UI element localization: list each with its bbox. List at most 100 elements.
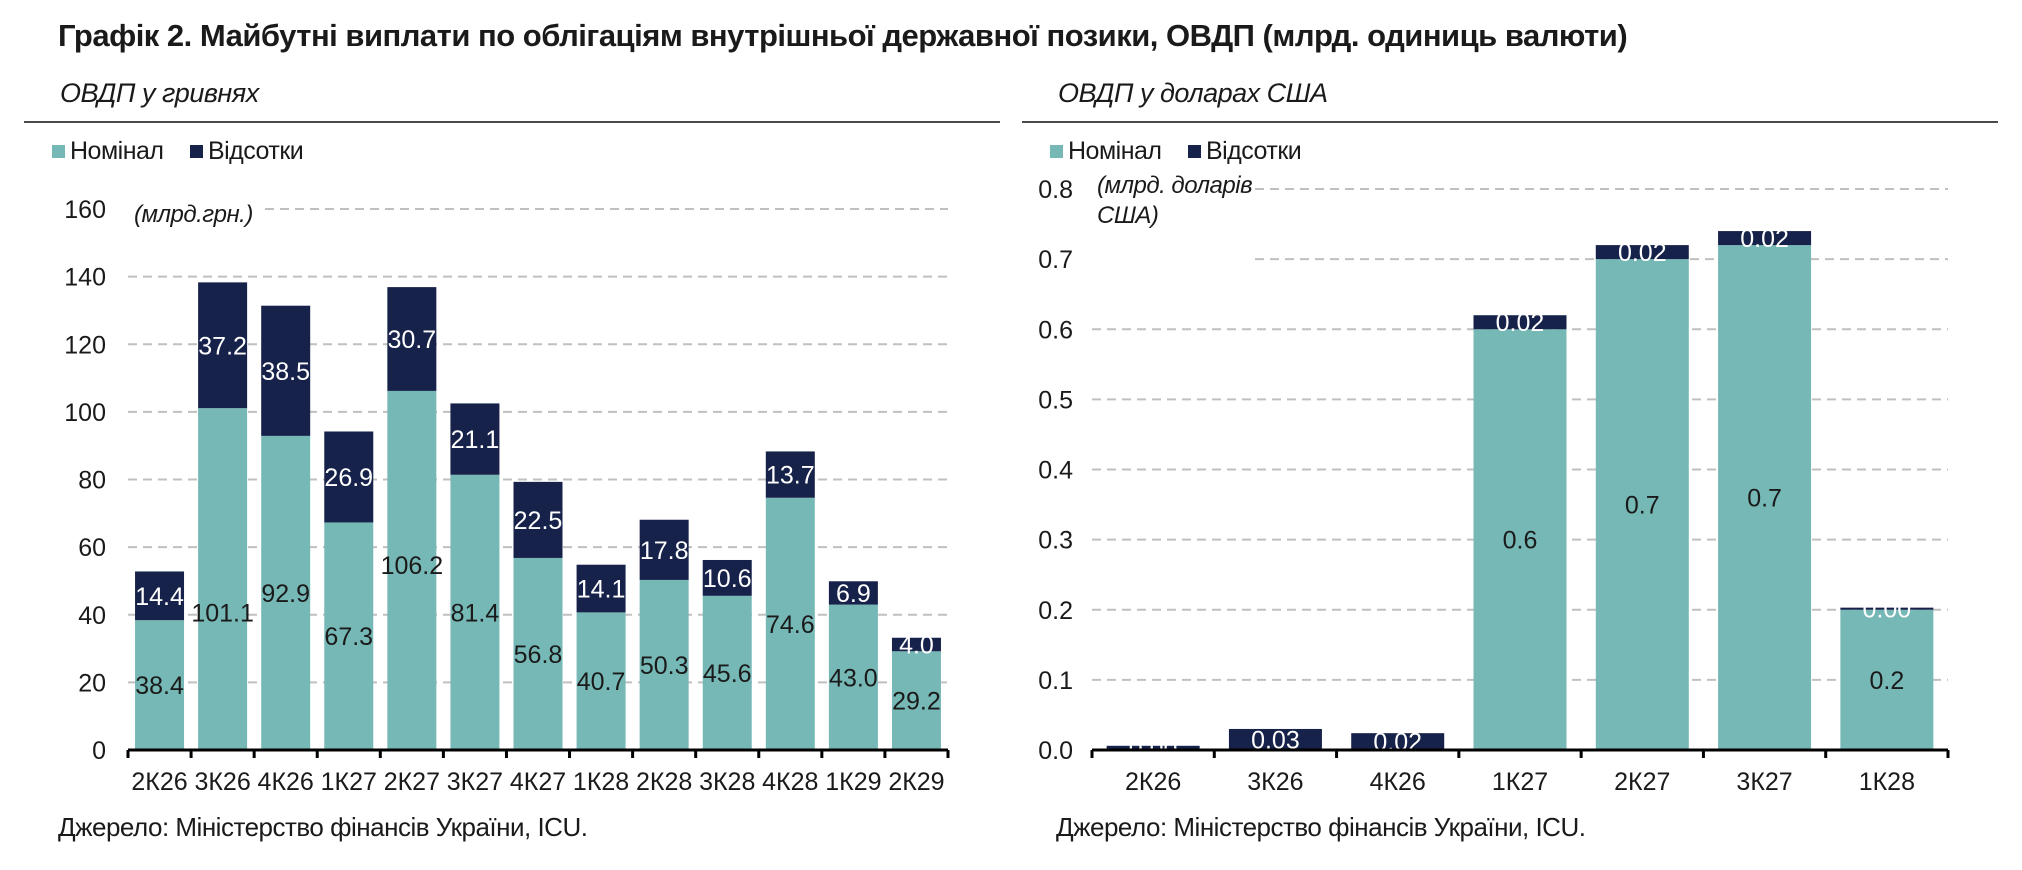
y-tick-label: 140 bbox=[64, 264, 106, 292]
x-tick-label: 2К26 bbox=[1125, 768, 1181, 796]
y-tick-label: 40 bbox=[78, 602, 106, 630]
bar-interest bbox=[1718, 231, 1812, 246]
data-label-interest: 10.6 bbox=[703, 565, 752, 593]
right-panel-divider bbox=[1022, 121, 1998, 123]
data-label-nominal: 38.4 bbox=[135, 672, 184, 700]
right-unit-note-line2: США) bbox=[1097, 202, 1159, 229]
right-source-note: Джерело: Міністерство фінансів України, … bbox=[1056, 812, 1586, 842]
bar-interest bbox=[198, 282, 248, 409]
data-label-nominal: 74.6 bbox=[766, 611, 815, 639]
data-label-interest: 22.5 bbox=[514, 507, 563, 535]
legend-item-nominal: Номінал bbox=[1050, 137, 1162, 166]
bar-interest bbox=[450, 403, 500, 475]
data-label-nominal: 40.7 bbox=[577, 668, 626, 696]
legend-label-interest: Відсотки bbox=[1205, 137, 1302, 165]
data-label-nominal: 0.7 bbox=[1625, 492, 1660, 520]
left-source-note: Джерело: Міністерство фінансів України, … bbox=[58, 812, 588, 842]
bar-interest bbox=[576, 564, 626, 613]
data-label-interest: 4.0 bbox=[899, 632, 934, 660]
x-tick-label: 4К26 bbox=[1370, 768, 1426, 796]
data-label-interest: 21.1 bbox=[451, 426, 500, 454]
data-label-interest: 26.9 bbox=[324, 464, 373, 492]
bar-interest bbox=[1228, 728, 1322, 750]
data-label-interest: 13.7 bbox=[766, 462, 815, 490]
bar-nominal bbox=[261, 435, 311, 750]
legend-item-nominal: Номінал bbox=[52, 137, 164, 166]
x-tick-label: 3К27 bbox=[447, 768, 503, 796]
x-tick-label: 1К27 bbox=[1492, 768, 1548, 796]
x-tick-label: 4К28 bbox=[762, 768, 818, 796]
data-label-interest: 14.1 bbox=[577, 576, 626, 604]
y-tick-label: 0.5 bbox=[1038, 386, 1073, 414]
x-tick-label: 2К28 bbox=[636, 768, 692, 796]
data-label-nominal: 0.6 bbox=[1503, 527, 1538, 555]
chart-title: Графік 2. Майбутні виплати по облігаціям… bbox=[58, 18, 1628, 53]
bar-interest bbox=[765, 451, 815, 498]
legend-swatch-nominal bbox=[1050, 145, 1063, 158]
bar-interest bbox=[1840, 607, 1934, 610]
y-tick-label: 0.3 bbox=[1038, 527, 1073, 555]
y-tick-label: 0.0 bbox=[1038, 737, 1073, 765]
bar-interest bbox=[513, 481, 563, 558]
bar-interest bbox=[1351, 733, 1445, 750]
legend-swatch-interest bbox=[1187, 145, 1201, 158]
left-panel-subtitle: ОВДП у гривнях bbox=[60, 78, 259, 108]
data-label-interest: 38.5 bbox=[261, 358, 310, 386]
bar-nominal bbox=[1595, 259, 1689, 750]
y-tick-label: 20 bbox=[78, 669, 106, 697]
chart-usd: 0.00.10.20.30.40.50.60.70.80.002К260.033… bbox=[1038, 176, 1950, 796]
data-label-interest: 0.00 bbox=[1863, 596, 1912, 624]
right-panel-subtitle: ОВДП у доларах США bbox=[1058, 78, 1328, 108]
x-tick-label: 2К29 bbox=[888, 768, 944, 796]
legend-label-interest: Відсотки bbox=[207, 137, 304, 165]
data-label-nominal: 67.3 bbox=[324, 623, 373, 651]
data-label-interest: 37.2 bbox=[198, 332, 247, 360]
x-tick-label: 3К27 bbox=[1736, 768, 1792, 796]
x-tick-label: 2К27 bbox=[384, 768, 440, 796]
legend-label-nominal: Номінал bbox=[70, 137, 164, 165]
chart-uah: 0 20 40 60 80 100 120 140 160 38.4 14.4 2К26 101.1 37… bbox=[64, 196, 950, 796]
bar-nominal bbox=[891, 651, 941, 750]
bar-interest bbox=[828, 581, 878, 605]
y-tick-label: 0.8 bbox=[1038, 176, 1073, 204]
right-legend: Номінал Відсотки bbox=[1050, 137, 1321, 166]
legend-swatch-interest bbox=[189, 145, 203, 158]
y-tick-label: 0.6 bbox=[1038, 316, 1073, 344]
data-label-nominal: 45.6 bbox=[703, 660, 752, 688]
y-tick-label: 0.4 bbox=[1038, 457, 1073, 485]
x-tick-label: 1К28 bbox=[1859, 768, 1915, 796]
bar-nominal bbox=[639, 579, 689, 750]
data-label-nominal: 106.2 bbox=[381, 552, 444, 580]
x-tick-label: 2К27 bbox=[1614, 768, 1670, 796]
data-label-interest: 6.9 bbox=[836, 580, 871, 608]
right-unit-note: (млрд. доларів США) bbox=[1097, 171, 1253, 231]
data-label-interest: 17.8 bbox=[640, 537, 689, 565]
bar-interest bbox=[1106, 745, 1200, 750]
bar-nominal bbox=[324, 522, 374, 750]
data-label-interest: 14.4 bbox=[135, 583, 184, 611]
data-label-interest: 0.02 bbox=[1496, 309, 1545, 337]
bar-interest bbox=[891, 637, 941, 652]
y-tick-label: 0.2 bbox=[1038, 597, 1073, 625]
x-tick-label: 1К27 bbox=[321, 768, 377, 796]
right-unit-note-line1: (млрд. доларів bbox=[1097, 172, 1253, 199]
bar-interest bbox=[261, 305, 311, 436]
data-label-nominal: 81.4 bbox=[451, 599, 500, 627]
data-label-nominal: 56.8 bbox=[514, 641, 563, 669]
x-tick-label: 3К28 bbox=[699, 768, 755, 796]
x-tick-label: 4К26 bbox=[258, 768, 314, 796]
bar-nominal bbox=[1473, 329, 1567, 750]
x-tick-label: 4К27 bbox=[510, 768, 566, 796]
left-unit-note: (млрд.грн.) bbox=[134, 201, 253, 228]
bar-nominal bbox=[513, 557, 563, 750]
y-tick-label: 0.1 bbox=[1038, 667, 1073, 695]
y-tick-label: 0 bbox=[92, 737, 106, 765]
bar-nominal bbox=[765, 497, 815, 750]
legend-swatch-nominal bbox=[52, 145, 65, 158]
bar-interest bbox=[324, 431, 374, 523]
bar-nominal bbox=[387, 390, 437, 750]
data-label-nominal: 50.3 bbox=[640, 652, 689, 680]
x-tick-label: 1К28 bbox=[573, 768, 629, 796]
x-tick-label: 3К26 bbox=[194, 768, 250, 796]
